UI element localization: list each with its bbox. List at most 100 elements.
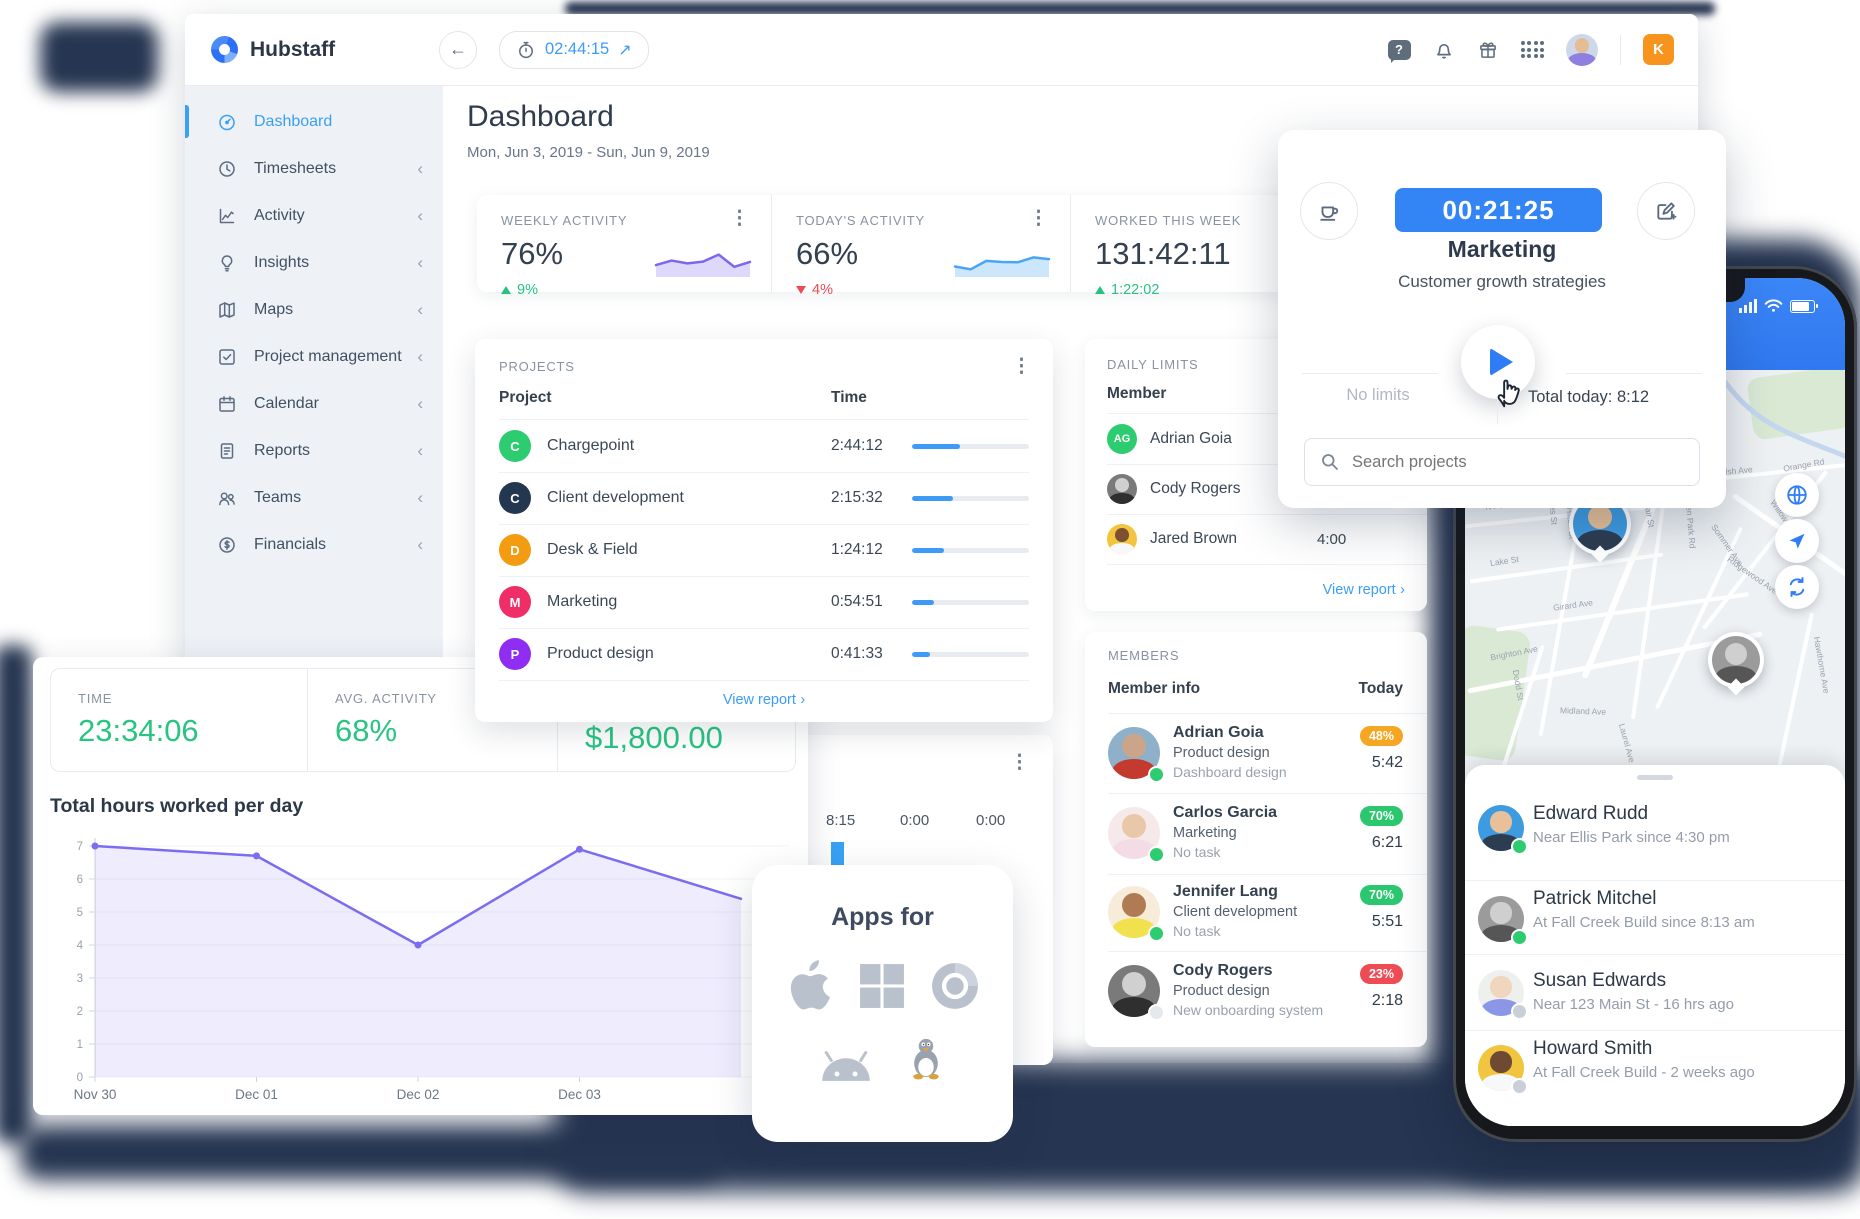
member-name: Adrian Goia (1173, 724, 1264, 741)
time-value: 23:34:06 (78, 713, 199, 748)
svg-text:Dec 02: Dec 02 (397, 1087, 440, 1102)
sidebar-item-activity[interactable]: Activity ‹ (185, 192, 443, 239)
project-avatar: P (499, 638, 531, 670)
kebab-menu-icon[interactable]: ⋮ (1010, 752, 1029, 773)
member-row[interactable]: Adrian Goia Product design Dashboard des… (1108, 714, 1427, 794)
daily-limit-row[interactable]: Cody Rogers (1107, 464, 1427, 515)
phone-member-row[interactable]: Edward Rudd Near Ellis Park since 4:30 p… (1465, 793, 1845, 881)
stopwatch-icon (519, 41, 533, 58)
shadow-blob (0, 645, 32, 1143)
sidebar-label: Reports (254, 441, 311, 459)
apps-grid-icon[interactable] (1520, 41, 1544, 58)
member-project: Marketing (1173, 825, 1237, 841)
bell-icon[interactable] (1433, 39, 1455, 61)
sidebar-label: Insights (254, 253, 310, 271)
phone-member-row[interactable]: Susan Edwards Near 123 Main St - 16 hrs … (1465, 954, 1845, 1031)
member-name: Jennifer Lang (1173, 883, 1278, 900)
status-dot (1148, 846, 1165, 863)
add-note-button[interactable] (1637, 182, 1695, 240)
stat-delta: 9% (517, 282, 538, 298)
timer-value: 02:44:15 (545, 40, 610, 58)
daily-limit-row[interactable]: AG Adrian Goia (1107, 414, 1427, 465)
project-row[interactable]: C Client development 2:15:32 (499, 472, 1029, 525)
phone-member-row[interactable]: Howard Smith At Fall Creek Build - 2 wee… (1465, 1030, 1845, 1126)
project-time: 1:24:12 (831, 541, 883, 558)
project-name: Marketing (547, 593, 618, 610)
project-row[interactable]: P Product design 0:41:33 (499, 628, 1029, 681)
project-row[interactable]: D Desk & Field 1:24:12 (499, 524, 1029, 577)
kebab-menu-icon[interactable]: ⋮ (1029, 208, 1048, 229)
search-projects-input[interactable] (1350, 451, 1699, 473)
view-report-link[interactable]: View report › (1322, 582, 1405, 598)
date-range: Mon, Jun 3, 2019 - Sun, Jun 9, 2019 (467, 144, 710, 161)
navigation-icon (1789, 533, 1805, 549)
drag-handle[interactable] (1637, 775, 1673, 780)
stat-label: WEEKLY ACTIVITY (501, 213, 628, 228)
sidebar-item-calendar[interactable]: Calendar ‹ (185, 380, 443, 427)
member-row[interactable]: Jennifer Lang Client development No task… (1108, 874, 1427, 952)
timer-display[interactable]: 00:21:25 (1395, 188, 1602, 232)
chevron-left-icon: ‹ (417, 534, 423, 554)
hours-per-day-chart: 0 1 2 3 4 5 6 7 Nov 30 Dec 01 Dec 02 Dec 03 (74, 838, 790, 1102)
amount-value: $1,800.00 (585, 720, 723, 755)
stat-today-activity: TODAY'S ACTIVITY 66% 4% ⋮ (772, 195, 1071, 298)
svg-text:2: 2 (77, 1006, 83, 1018)
member-row[interactable]: Carlos Garcia Marketing No task 70% 6:21 (1108, 793, 1427, 875)
panel-title: MEMBERS (1108, 648, 1180, 663)
help-button[interactable]: ? (1387, 39, 1411, 64)
org-badge-letter: K (1653, 41, 1664, 58)
member-row[interactable]: Cody Rogers Product design New onboardin… (1108, 951, 1427, 1031)
popup-task-name: Customer growth strategies (1398, 272, 1606, 291)
activity-badge: 70% (1359, 806, 1403, 826)
sidebar-item-insights[interactable]: Insights ‹ (185, 239, 443, 286)
member-task: No task (1173, 844, 1221, 860)
user-avatar[interactable] (1566, 33, 1598, 66)
status-dot (1511, 929, 1528, 946)
view-report-link[interactable]: View report › (722, 692, 806, 708)
timer-pill[interactable]: 02:44:15 ↗ (499, 30, 649, 69)
chevron-left-icon: ‹ (417, 299, 423, 319)
sidebar-item-reports[interactable]: Reports ‹ (185, 427, 443, 474)
sidebar-item-financials[interactable]: Financials ‹ (185, 521, 443, 568)
break-button[interactable] (1300, 182, 1358, 240)
phone-member-status: At Fall Creek Build since 8:13 am (1533, 914, 1755, 931)
timer-popup: 00:21:25 Marketing Customer growth strat… (1278, 130, 1726, 508)
project-row[interactable]: M Marketing 0:54:51 (499, 576, 1029, 629)
sidebar-item-timesheets[interactable]: Timesheets ‹ (185, 145, 443, 192)
sidebar-item-project-management[interactable]: Project management ‹ (185, 333, 443, 380)
play-icon (1490, 348, 1513, 376)
map-layers-button[interactable] (1775, 473, 1819, 517)
kebab-menu-icon[interactable]: ⋮ (1012, 356, 1031, 377)
map-refresh-button[interactable] (1775, 565, 1819, 609)
map-pin-member[interactable] (1708, 632, 1764, 688)
sidebar-item-teams[interactable]: Teams ‹ (185, 474, 443, 521)
coffee-icon (1320, 206, 1339, 221)
project-row[interactable]: C Chargepoint 2:44:12 (499, 420, 1029, 473)
globe-icon (1787, 485, 1807, 505)
back-button[interactable]: ← (439, 30, 477, 69)
sidebar-item-maps[interactable]: Maps ‹ (185, 286, 443, 333)
org-badge[interactable]: K (1643, 34, 1674, 65)
project-progress (912, 599, 1029, 605)
sidebar-item-dashboard[interactable]: Dashboard (185, 98, 443, 145)
daily-limit-row[interactable]: Jared Brown 4:00 (1107, 514, 1427, 565)
search-projects-box[interactable] (1304, 438, 1700, 486)
topbar: Hubstaff ← 02:44:15 ↗ ? (185, 14, 1698, 86)
external-arrow-icon[interactable]: ↗ (618, 41, 632, 59)
play-button[interactable] (1461, 325, 1535, 399)
kebab-menu-icon[interactable]: ⋮ (730, 208, 749, 229)
phone-bottom-sheet[interactable]: Edward Rudd Near Ellis Park since 4:30 p… (1465, 765, 1845, 1126)
linux-icon (912, 1038, 939, 1080)
member-time: 6:21 (1371, 834, 1403, 851)
project-avatar: D (499, 534, 531, 566)
android-icon (821, 1051, 870, 1081)
panel-title: DAILY LIMITS (1107, 357, 1199, 372)
map-locate-button[interactable] (1775, 519, 1819, 563)
logo: Hubstaff (185, 36, 443, 63)
svg-text:0: 0 (77, 1072, 83, 1084)
phone-member-row[interactable]: Patrick Mitchel At Fall Creek Build sinc… (1465, 880, 1845, 955)
gift-icon[interactable] (1477, 39, 1499, 61)
insights-icon (221, 254, 233, 271)
time-label: TIME (78, 691, 113, 706)
